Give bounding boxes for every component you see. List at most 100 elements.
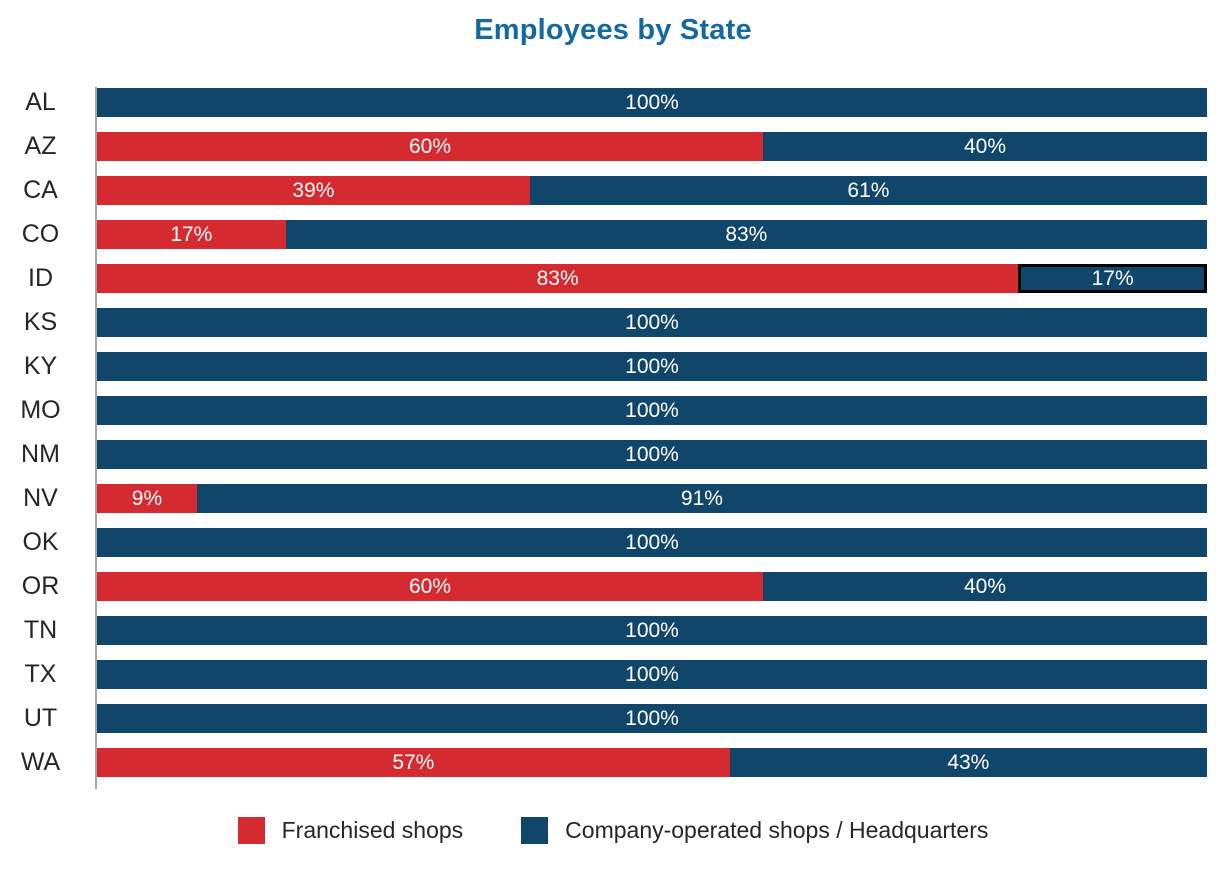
bar-row: ID 83% 17% xyxy=(0,264,1226,293)
bar-row: KY 100% xyxy=(0,352,1226,381)
value-label: 91% xyxy=(680,486,723,510)
bar-track: 100% xyxy=(97,88,1207,117)
bar-track: 83% 17% xyxy=(97,264,1207,293)
bar-segment-company: 40% xyxy=(763,572,1207,601)
category-label: AZ xyxy=(24,132,57,160)
bar-row: NM 100% xyxy=(0,440,1226,469)
category-label: WA xyxy=(20,748,61,776)
bar-segment-company: 100% xyxy=(97,528,1207,557)
value-label: 60% xyxy=(408,574,452,598)
category-label: TX xyxy=(24,660,57,688)
category-label: CA xyxy=(23,176,58,204)
bar-track: 100% xyxy=(97,308,1207,337)
legend-item-company: Company-operated shops / Headquarters xyxy=(521,817,988,844)
legend-label-company: Company-operated shops / Headquarters xyxy=(565,817,989,843)
bar-segment-company: 100% xyxy=(97,660,1207,689)
bar-row: UT 100% xyxy=(0,704,1226,733)
bar-segment-franchised: 9% xyxy=(97,484,197,513)
value-label: 40% xyxy=(963,134,1007,158)
bar-track: 9% 91% xyxy=(97,484,1207,513)
plot-area: AL 100% AZ 60% 40% CA 39% 61% CO 17% 83% ID 83% 17% KS… xyxy=(0,87,1226,789)
bar-segment-franchised: 17% xyxy=(97,220,286,249)
bar-segment-company: 91% xyxy=(196,484,1207,513)
category-label: AL xyxy=(25,88,56,116)
bar-track: 39% 61% xyxy=(97,176,1207,205)
bar-row: OR 60% 40% xyxy=(0,572,1226,601)
bar-segment-company: 100% xyxy=(97,352,1207,381)
bar-segment-company: 17% xyxy=(1018,264,1207,293)
value-label: 83% xyxy=(536,266,579,290)
legend: Franchised shops Company-operated shops … xyxy=(0,817,1226,844)
category-label: KY xyxy=(23,352,58,380)
value-label: 100% xyxy=(625,90,679,114)
y-axis-line xyxy=(95,87,97,789)
bar-track: 100% xyxy=(97,440,1207,469)
value-label: 60% xyxy=(408,134,452,158)
bar-track: 57% 43% xyxy=(97,748,1207,777)
bar-row: CA 39% 61% xyxy=(0,176,1226,205)
bar-segment-company: 40% xyxy=(763,132,1207,161)
category-label: ID xyxy=(28,264,53,292)
bar-segment-franchised: 57% xyxy=(97,748,730,777)
bar-track: 100% xyxy=(97,616,1207,645)
value-label: 100% xyxy=(625,530,679,554)
bar-segment-franchised: 83% xyxy=(97,264,1019,293)
value-label: 100% xyxy=(625,442,679,466)
legend-label-franchised: Franchised shops xyxy=(281,817,464,843)
bar-row: AZ 60% 40% xyxy=(0,132,1226,161)
category-label: TN xyxy=(23,616,58,644)
bar-segment-company: 100% xyxy=(97,616,1207,645)
value-label: 43% xyxy=(947,750,990,774)
category-label: UT xyxy=(23,704,58,732)
bar-segment-franchised: 39% xyxy=(97,176,530,205)
value-label: 57% xyxy=(392,750,435,774)
category-label: OR xyxy=(21,572,60,600)
bar-row: OK 100% xyxy=(0,528,1226,557)
value-label: 61% xyxy=(847,178,890,202)
value-label: 17% xyxy=(1091,266,1134,290)
value-label: 83% xyxy=(725,222,768,246)
category-label: NV xyxy=(23,484,58,512)
value-label: 100% xyxy=(625,398,679,422)
value-label: 100% xyxy=(625,662,679,686)
bar-row: WA 57% 43% xyxy=(0,748,1226,777)
bar-segment-franchised: 60% xyxy=(97,132,763,161)
bar-segment-company: 43% xyxy=(729,748,1207,777)
value-label: 40% xyxy=(963,574,1007,598)
bar-track: 100% xyxy=(97,660,1207,689)
value-label: 100% xyxy=(625,618,679,642)
bar-row: CO 17% 83% xyxy=(0,220,1226,249)
bar-row: MO 100% xyxy=(0,396,1226,425)
bar-rows: AL 100% AZ 60% 40% CA 39% 61% CO 17% 83% ID 83% 17% KS… xyxy=(0,88,1226,777)
bar-track: 17% 83% xyxy=(97,220,1207,249)
bar-track: 100% xyxy=(97,704,1207,733)
bar-row: NV 9% 91% xyxy=(0,484,1226,513)
franchised-swatch-icon xyxy=(237,817,265,844)
bar-row: KS 100% xyxy=(0,308,1226,337)
bar-track: 100% xyxy=(97,396,1207,425)
bar-segment-company: 100% xyxy=(97,704,1207,733)
value-label: 100% xyxy=(625,706,679,730)
chart-title: Employees by State xyxy=(474,14,752,46)
category-label: CO xyxy=(21,220,60,248)
bar-segment-company: 100% xyxy=(97,88,1207,117)
value-label: 17% xyxy=(170,222,213,246)
bar-segment-company: 61% xyxy=(529,176,1207,205)
bar-track: 60% 40% xyxy=(97,132,1207,161)
category-label: KS xyxy=(23,308,58,336)
bar-segment-franchised: 60% xyxy=(97,572,763,601)
bar-row: TX 100% xyxy=(0,660,1226,689)
bar-segment-company: 83% xyxy=(285,220,1207,249)
legend-item-franchised: Franchised shops xyxy=(237,817,464,844)
category-label: OK xyxy=(22,528,59,556)
value-label: 39% xyxy=(292,178,335,202)
bar-track: 100% xyxy=(97,352,1207,381)
category-label: NM xyxy=(21,440,60,468)
bar-row: AL 100% xyxy=(0,88,1226,117)
company-swatch-icon xyxy=(521,817,549,844)
value-label: 100% xyxy=(625,354,679,378)
bar-track: 100% xyxy=(97,528,1207,557)
bar-segment-company: 100% xyxy=(97,308,1207,337)
bar-track: 60% 40% xyxy=(97,572,1207,601)
value-label: 100% xyxy=(625,310,679,334)
